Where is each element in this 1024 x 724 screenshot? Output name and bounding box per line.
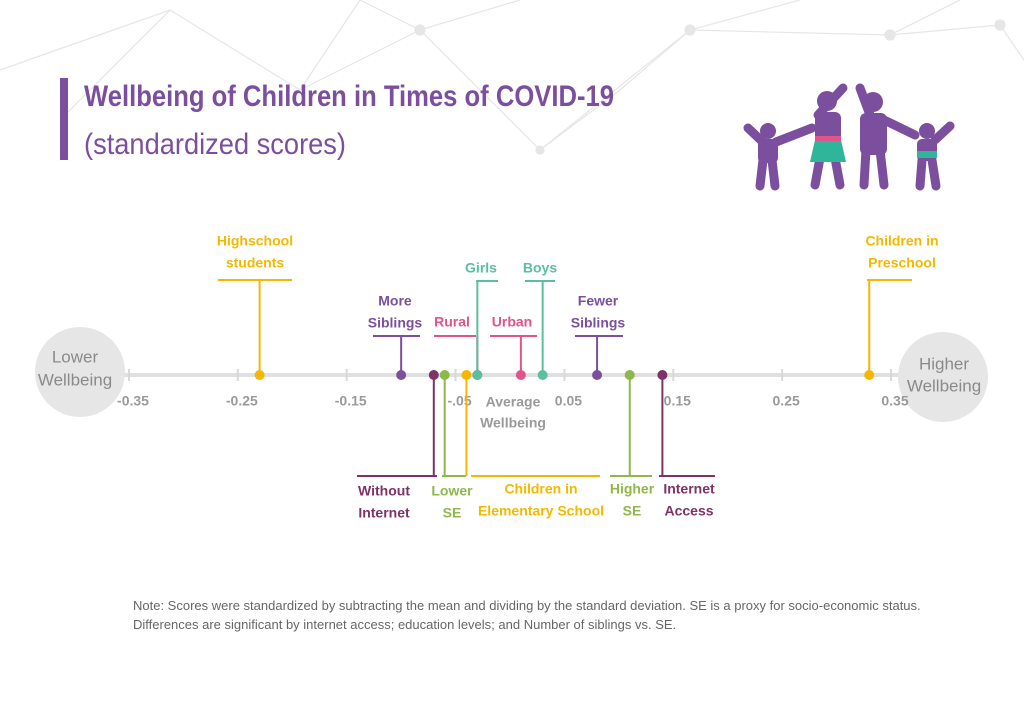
point-label: Children in bbox=[865, 233, 938, 249]
x-tick-label: 0.15 bbox=[664, 393, 691, 409]
point-label: Lower bbox=[431, 483, 473, 499]
point-label: Children in bbox=[504, 481, 577, 497]
lower-end-circle bbox=[35, 327, 125, 417]
x-tick-label: -0.35 bbox=[117, 393, 149, 409]
point-label: Highschool bbox=[217, 233, 293, 249]
center-label: Wellbeing bbox=[480, 415, 546, 431]
point bbox=[461, 370, 472, 380]
point-label: Elementary School bbox=[478, 503, 604, 519]
point-label: Boys bbox=[523, 260, 557, 276]
chart-subtitle: (standardized scores) bbox=[84, 128, 346, 161]
center-label: Average bbox=[486, 394, 541, 410]
point bbox=[657, 370, 668, 380]
x-tick-label: -0.15 bbox=[335, 393, 367, 409]
x-tick-label: 0.35 bbox=[881, 393, 908, 409]
point-label: Preschool bbox=[868, 255, 936, 271]
point-label: SE bbox=[623, 503, 642, 519]
point-label: Internet bbox=[358, 505, 410, 521]
point-label: Girls bbox=[465, 260, 497, 276]
higher-end-circle bbox=[898, 332, 988, 422]
x-tick-label: 0.25 bbox=[773, 393, 800, 409]
point-label: Internet bbox=[663, 481, 715, 497]
point bbox=[515, 370, 526, 380]
x-tick-label: -.05 bbox=[448, 393, 472, 409]
end-label: Wellbeing bbox=[38, 370, 112, 389]
point bbox=[864, 370, 875, 380]
chart-title: Wellbeing of Children in Times of COVID-… bbox=[84, 80, 614, 113]
point bbox=[439, 370, 450, 380]
point bbox=[592, 370, 603, 380]
point-label: More bbox=[378, 293, 412, 309]
point bbox=[624, 370, 635, 380]
x-tick-label: -0.25 bbox=[226, 393, 258, 409]
title-accent bbox=[60, 78, 68, 160]
family-icon bbox=[743, 83, 955, 191]
point-label: students bbox=[226, 255, 285, 271]
point-label: Rural bbox=[434, 314, 470, 330]
point-label: Higher bbox=[610, 481, 655, 497]
point bbox=[254, 370, 265, 380]
point bbox=[472, 370, 483, 380]
end-label: Lower bbox=[52, 347, 99, 366]
point-label: Without bbox=[358, 483, 410, 499]
point bbox=[428, 370, 439, 380]
point bbox=[396, 370, 407, 380]
end-label: Higher bbox=[919, 354, 969, 373]
point-label: Siblings bbox=[571, 315, 626, 331]
point-label: SE bbox=[443, 505, 462, 521]
point-label: Siblings bbox=[368, 315, 423, 331]
background-network bbox=[0, 0, 1024, 155]
point bbox=[537, 370, 548, 380]
x-tick-label: 0.05 bbox=[555, 393, 582, 409]
point-label: Urban bbox=[492, 314, 532, 330]
note: Note: Scores were standardized by subtra… bbox=[133, 598, 921, 632]
point-label: Fewer bbox=[578, 293, 619, 309]
end-label: Wellbeing bbox=[907, 376, 981, 395]
point-label: Access bbox=[664, 503, 713, 519]
